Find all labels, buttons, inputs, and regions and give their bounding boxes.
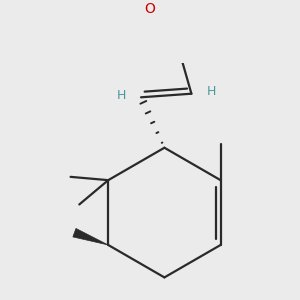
Text: O: O bbox=[145, 2, 155, 16]
Text: H: H bbox=[116, 89, 126, 102]
Text: H: H bbox=[206, 85, 216, 98]
Polygon shape bbox=[73, 228, 108, 245]
